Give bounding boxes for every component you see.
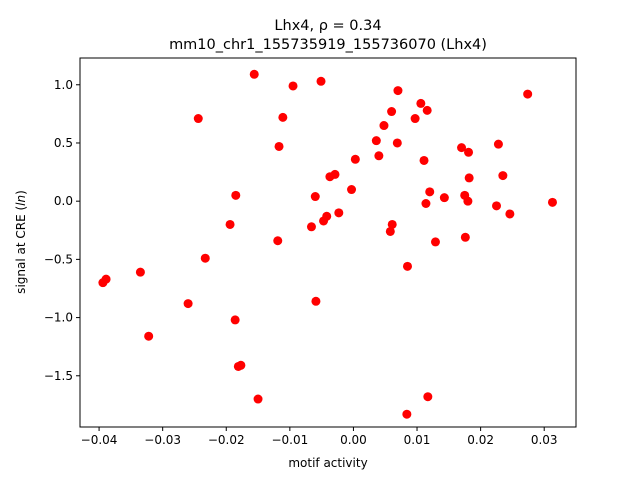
- data-point-37: [402, 261, 412, 271]
- data-point-15: [274, 141, 284, 151]
- y-axis-label-text: signal at CRE (: [14, 206, 28, 294]
- x-axis-ticks: −0.04 −0.03 −0.02 −0.01 0.00 0.01 0.02 0.03: [81, 427, 558, 447]
- data-point-1: [101, 274, 111, 284]
- chart-title-line2: mm10_chr1_155735919_155736070 (Lhx4): [169, 37, 487, 53]
- y-tick-label-0: 1.0: [54, 78, 73, 92]
- data-point-47: [439, 193, 449, 203]
- data-point-27: [347, 185, 357, 195]
- data-point-26: [334, 208, 344, 218]
- data-point-58: [523, 89, 533, 99]
- data-point-20: [311, 296, 321, 306]
- y-tick-label-4: −1.0: [44, 311, 73, 325]
- data-point-23: [322, 211, 332, 221]
- data-point-6: [200, 253, 210, 263]
- data-point-57: [505, 209, 515, 219]
- data-point-17: [288, 81, 298, 91]
- data-point-4: [183, 299, 193, 309]
- data-point-41: [419, 155, 429, 165]
- data-point-40: [416, 98, 426, 108]
- y-axis-ticks: 1.0 0.5 0.0 −0.5 −1.0 −1.5: [44, 78, 80, 383]
- y-tick-label-2: 0.0: [54, 194, 73, 208]
- data-point-2: [135, 267, 145, 277]
- data-point-31: [379, 121, 389, 131]
- y-axis-label-close: ): [14, 190, 28, 195]
- data-point-3: [144, 331, 154, 341]
- data-point-39: [410, 114, 420, 124]
- x-tick-label-5: 0.01: [404, 433, 431, 447]
- x-tick-label-1: −0.03: [144, 433, 181, 447]
- y-tick-label-5: −1.5: [44, 369, 73, 383]
- y-axis-label: signal at CRE (ln): [14, 190, 28, 294]
- data-point-48: [457, 143, 467, 153]
- data-point-55: [493, 139, 503, 149]
- x-tick-label-3: −0.01: [271, 433, 308, 447]
- data-point-13: [253, 394, 263, 404]
- data-point-29: [371, 136, 381, 146]
- data-point-14: [273, 236, 283, 246]
- data-point-21: [316, 76, 326, 86]
- data-point-11: [236, 360, 246, 370]
- x-tick-label-0: −0.04: [81, 433, 118, 447]
- x-tick-label-2: −0.02: [208, 433, 245, 447]
- data-point-16: [278, 112, 288, 122]
- data-point-50: [460, 232, 470, 242]
- y-axis-label-unit: ln: [14, 195, 28, 206]
- data-point-12: [249, 69, 259, 79]
- data-point-59: [547, 197, 557, 207]
- data-point-46: [430, 237, 440, 247]
- y-tick-label-3: −0.5: [44, 252, 73, 266]
- x-tick-label-4: 0.00: [340, 433, 367, 447]
- data-point-8: [230, 315, 240, 325]
- data-point-32: [385, 226, 395, 236]
- data-point-44: [423, 392, 433, 402]
- data-point-5: [193, 114, 203, 124]
- data-point-18: [306, 222, 316, 232]
- x-tick-label-7: 0.03: [531, 433, 558, 447]
- data-point-30: [374, 151, 384, 161]
- data-point-51: [463, 196, 473, 206]
- data-point-35: [392, 138, 402, 148]
- data-point-9: [231, 190, 241, 200]
- data-point-42: [421, 199, 431, 208]
- x-axis-label: motif activity: [288, 456, 367, 470]
- data-point-56: [498, 171, 508, 181]
- data-point-43: [422, 105, 432, 115]
- points-layer: [98, 69, 557, 419]
- data-point-34: [387, 219, 397, 229]
- data-point-52: [464, 147, 474, 157]
- data-point-7: [225, 219, 235, 229]
- data-point-28: [350, 154, 360, 164]
- data-point-33: [387, 107, 397, 117]
- data-point-36: [393, 86, 403, 96]
- data-point-25: [330, 169, 340, 179]
- data-point-45: [425, 187, 435, 197]
- x-tick-label-6: 0.02: [467, 433, 494, 447]
- chart-title-line1: Lhx4, ρ = 0.34: [274, 18, 381, 34]
- y-tick-label-1: 0.5: [54, 136, 73, 150]
- axes-frame: [79, 57, 577, 428]
- data-point-54: [492, 201, 502, 211]
- data-point-53: [464, 173, 474, 183]
- data-point-19: [310, 192, 320, 202]
- data-point-38: [402, 409, 412, 419]
